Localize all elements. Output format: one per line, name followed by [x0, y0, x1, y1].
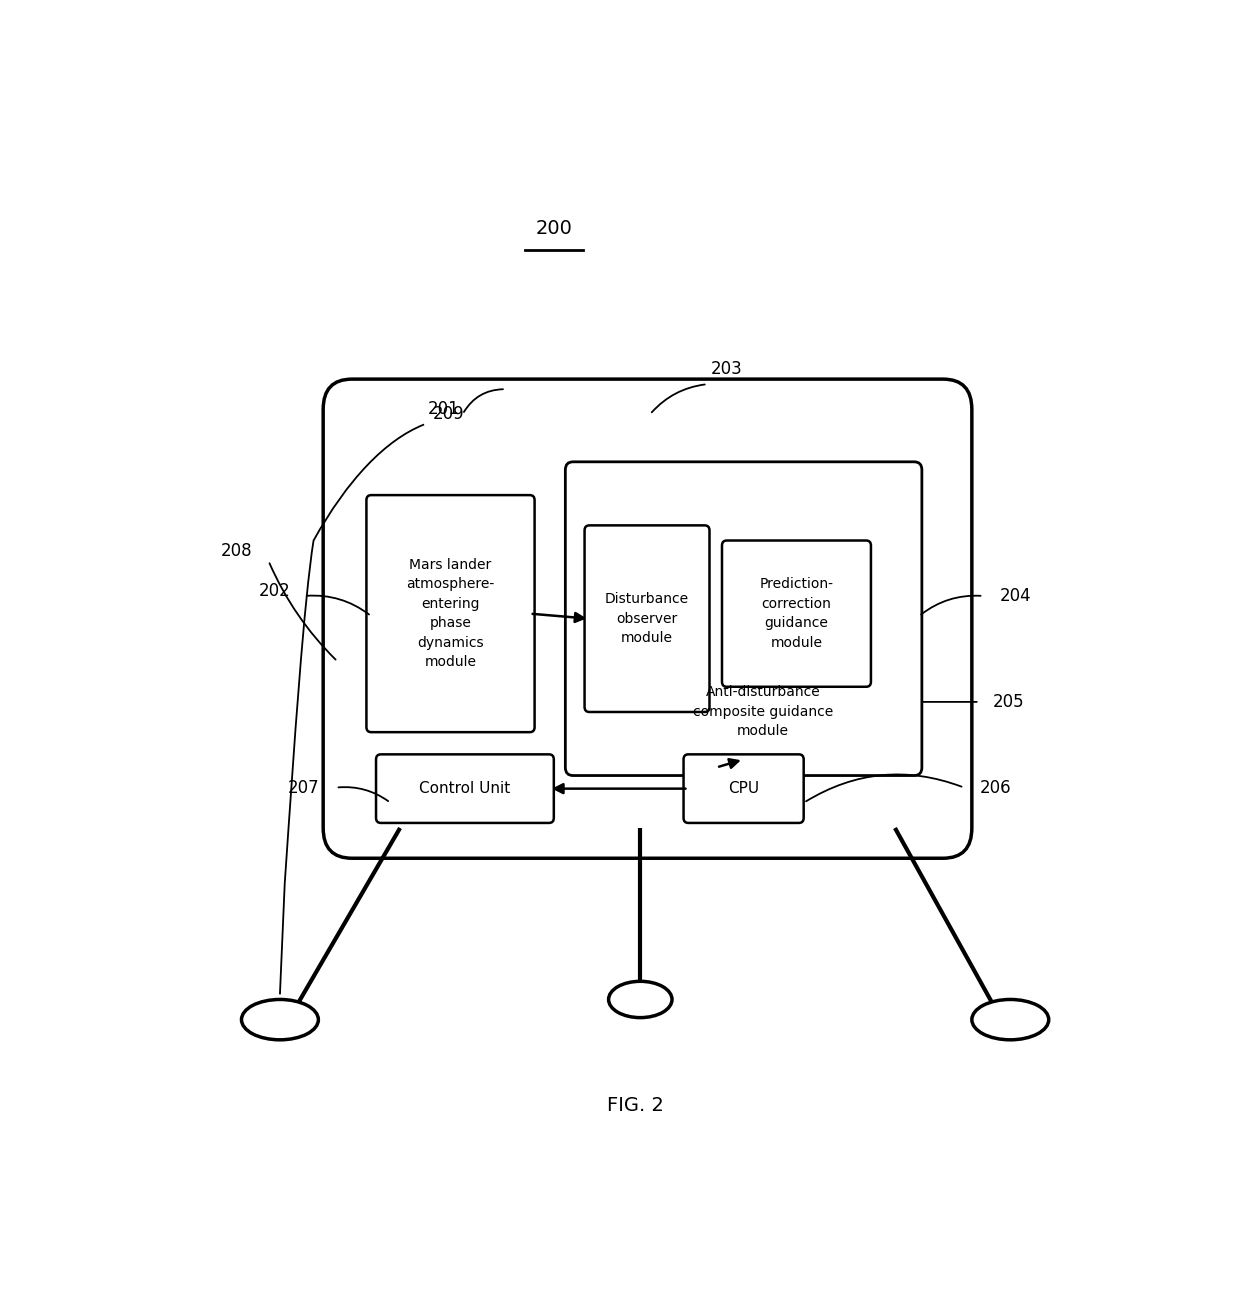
Text: 206: 206 — [980, 778, 1012, 796]
FancyBboxPatch shape — [683, 755, 804, 823]
Text: 209: 209 — [433, 405, 464, 423]
FancyBboxPatch shape — [367, 495, 534, 732]
Text: FIG. 2: FIG. 2 — [608, 1096, 663, 1115]
Text: 200: 200 — [536, 219, 572, 238]
Text: 205: 205 — [992, 693, 1024, 711]
FancyBboxPatch shape — [722, 541, 870, 686]
Text: Anti-disturbance
composite guidance
module: Anti-disturbance composite guidance modu… — [693, 685, 833, 739]
Text: Mars lander
atmosphere-
entering
phase
dynamics
module: Mars lander atmosphere- entering phase d… — [407, 558, 495, 669]
FancyBboxPatch shape — [324, 379, 972, 858]
Ellipse shape — [609, 981, 672, 1018]
Text: 204: 204 — [999, 587, 1030, 605]
FancyBboxPatch shape — [584, 525, 709, 713]
Text: 203: 203 — [711, 360, 743, 379]
Text: Control Unit: Control Unit — [419, 781, 511, 796]
Text: CPU: CPU — [728, 781, 759, 796]
Text: 201: 201 — [428, 401, 459, 418]
FancyBboxPatch shape — [376, 755, 554, 823]
FancyBboxPatch shape — [565, 462, 921, 776]
Ellipse shape — [972, 1000, 1049, 1040]
Text: Disturbance
observer
module: Disturbance observer module — [605, 592, 689, 646]
Text: 202: 202 — [259, 582, 291, 600]
Text: Prediction-
correction
guidance
module: Prediction- correction guidance module — [759, 578, 833, 650]
Text: 207: 207 — [288, 778, 320, 796]
Ellipse shape — [242, 1000, 319, 1040]
Text: 208: 208 — [221, 541, 253, 559]
